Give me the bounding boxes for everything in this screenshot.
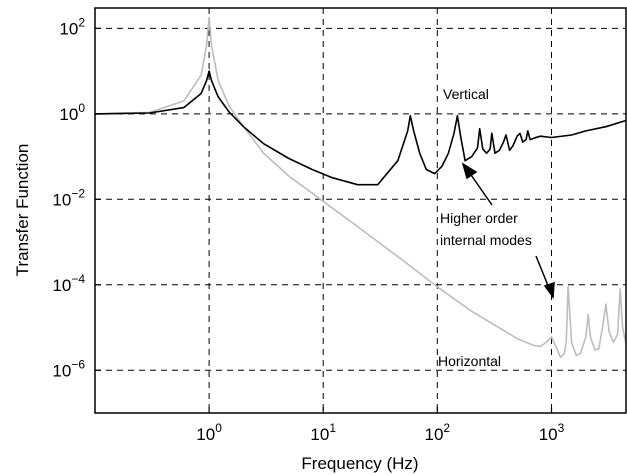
series-line-horizontal [94,16,627,359]
y-tick-label: 10−2 [52,186,85,209]
x-tick-label: 100 [196,421,222,444]
arrow-to-vertical-modes-line [468,171,493,206]
annotation-higher-order: Higher order [440,210,518,226]
axis-ticks [95,27,553,413]
annotation-internal-modes: internal modes [440,232,532,248]
y-tick-label: 100 [59,101,85,124]
y-tick-label: 10−4 [52,272,85,295]
arrow-to-horizontal-modes-head [543,281,555,300]
y-tick-label: 10−6 [52,357,85,380]
grid-lines [95,8,626,413]
series-line-vertical [94,70,627,186]
annotation-arrows [461,162,555,300]
plot-frame [94,7,627,414]
x-axis-label: Frequency (Hz) [301,454,418,473]
arrow-to-horizontal-modes-line [535,255,550,289]
tick-labels: 100 101 102 103 102 100 10−2 10−4 10−6 [52,15,564,444]
series-group [94,16,627,359]
annotation-vertical: Vertical [443,86,489,102]
x-tick-label: 101 [310,421,336,444]
x-tick-label: 102 [424,421,450,444]
y-tick-label: 102 [59,15,85,38]
arrow-to-vertical-modes-head [461,162,478,180]
x-tick-label: 103 [539,421,565,444]
y-axis-label: Transfer Function [13,144,32,277]
annotation-horizontal: Horizontal [438,353,501,369]
